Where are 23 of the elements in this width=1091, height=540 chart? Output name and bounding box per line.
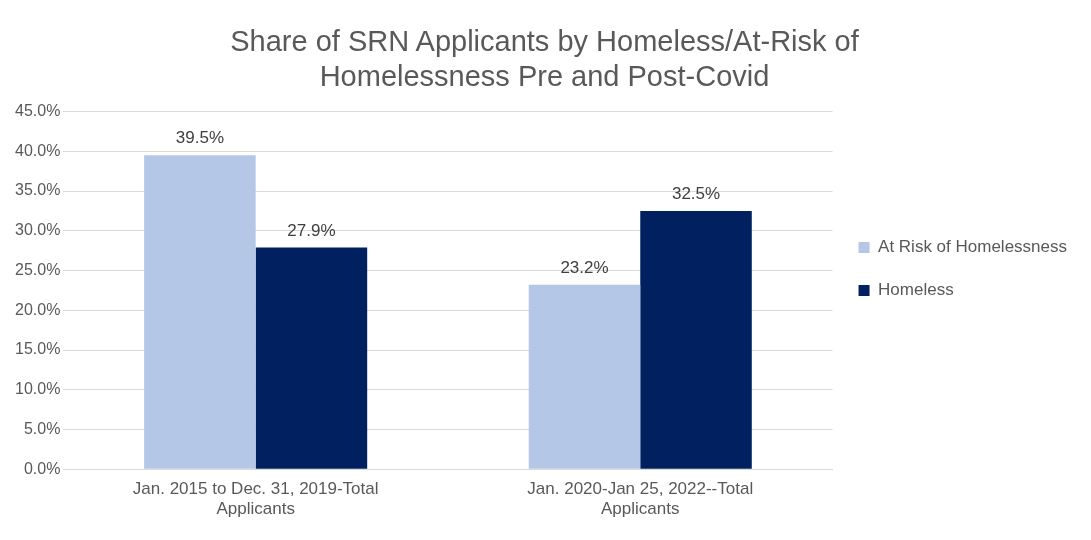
bar xyxy=(255,247,368,469)
y-tick-label: 35.0% xyxy=(14,181,61,199)
x-tick-label: Jan. 2015 to Dec. 31, 2019-Total Applicants xyxy=(132,479,379,519)
y-tick-label: 45.0% xyxy=(14,102,61,120)
y-tick-label: 5.0% xyxy=(23,419,61,437)
data-label: 27.9% xyxy=(287,220,336,240)
y-tick-label: 25.0% xyxy=(14,260,61,278)
x-tick-label: Jan. 2020-Jan 25, 2022--Total Applicants xyxy=(527,479,754,519)
y-tick-label: 30.0% xyxy=(14,221,61,239)
data-label: 32.5% xyxy=(671,184,721,204)
data-label: 23.2% xyxy=(560,258,609,278)
y-tick-label: 20.0% xyxy=(14,300,61,318)
y-tick-label: 10.0% xyxy=(14,380,61,398)
y-tick-label: 0.0% xyxy=(23,459,61,477)
legend-label: Homeless xyxy=(878,280,954,300)
bar xyxy=(528,284,641,469)
bar xyxy=(640,210,752,469)
legend-label: At Risk of Homelessness xyxy=(878,237,1067,257)
chart-title: Share of SRN Applicants by Homeless/At-Risk of Homelessness Pre and Post-Covid xyxy=(230,25,860,93)
bar xyxy=(144,155,256,469)
data-label: 39.5% xyxy=(175,128,224,148)
y-tick-label: 15.0% xyxy=(14,340,61,358)
y-tick-label: 40.0% xyxy=(14,141,61,159)
